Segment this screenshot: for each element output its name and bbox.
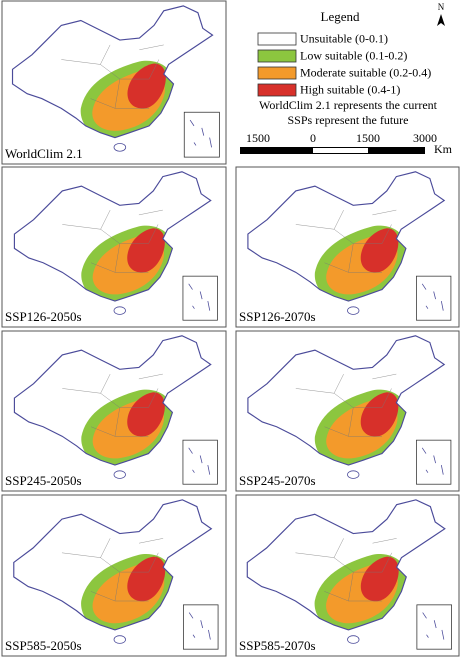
panel-frame [235, 494, 460, 657]
panel-frame [1, 166, 227, 328]
legend-swatch [257, 66, 297, 80]
map [14, 172, 217, 320]
north-arrow-shape [437, 14, 445, 26]
legend-swatch [257, 32, 297, 46]
panel-label: SSP126-2050s [5, 309, 82, 324]
panel-frame [1, 330, 227, 492]
scale-bar-segment [313, 148, 368, 153]
panel-label: SSP245-2070s [239, 473, 316, 488]
scale-label: 1500 [356, 131, 380, 145]
legend-swatch [257, 49, 297, 63]
map-panel: SSP245-2070s [235, 330, 460, 492]
map [14, 500, 218, 649]
map-panel: SSP126-2050s [1, 166, 227, 328]
map-panel: SSP245-2050s [1, 330, 227, 492]
map-panel: WorldClim 2.1 [1, 0, 227, 165]
map [14, 336, 217, 484]
map-panel: SSP585-2070s [235, 494, 460, 657]
scale-label: 0 [310, 131, 316, 145]
scale-unit: Km [434, 142, 453, 156]
north-label: N [438, 2, 445, 12]
legend: Legend Unsuitable (0-0.1) Low suitable (0… [257, 9, 431, 97]
note: WorldClim 2.1 represents the current [259, 98, 438, 112]
scale-label: 1500 [246, 131, 270, 145]
panel-frame [1, 0, 227, 165]
panel-label: SSP585-2050s [5, 638, 82, 653]
legend-label: High suitable (0.4-1) [300, 82, 400, 96]
legend-label: Low suitable (0.1-0.2) [300, 48, 407, 62]
map [248, 336, 451, 484]
panel-frame [235, 330, 460, 492]
scale-label: 3000 [413, 131, 437, 145]
panel-label: SSP126-2070s [239, 309, 316, 324]
panel-label: WorldClim 2.1 [5, 146, 83, 161]
panel-frame [235, 166, 460, 328]
map [248, 172, 451, 320]
legend-label: Unsuitable (0-0.1) [300, 31, 388, 45]
legend-label: Moderate suitable (0.2-0.4) [300, 65, 431, 79]
panel-label: SSP245-2050s [5, 473, 82, 488]
panel-frame [1, 494, 227, 657]
north-arrow: N [437, 2, 445, 26]
map [247, 500, 451, 649]
legend-title: Legend [321, 9, 360, 24]
map-panel: SSP126-2070s [235, 166, 460, 328]
note: SSPs represent the future [288, 113, 409, 127]
legend-swatch [257, 83, 297, 97]
panel-label: SSP585-2070s [239, 638, 316, 653]
map [13, 6, 220, 157]
map-panel: SSP585-2050s [1, 494, 227, 657]
